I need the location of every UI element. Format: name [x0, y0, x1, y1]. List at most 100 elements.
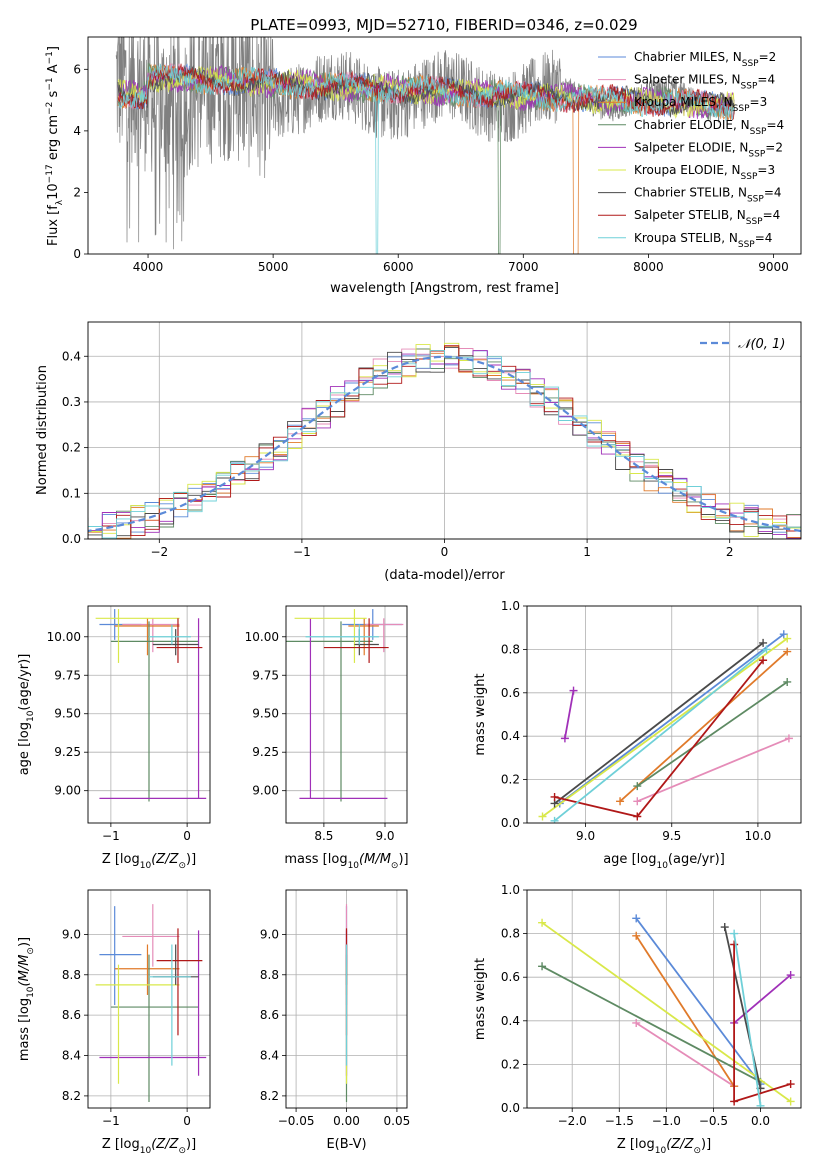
mass-weight-marker [783, 634, 792, 643]
y-tick-label: 1.0 [501, 599, 520, 613]
figure-title: PLATE=0993, MJD=52710, FIBERID=0346, z=0… [250, 16, 637, 34]
mass-weight-marker [550, 792, 559, 801]
mass-weight-marker [633, 797, 642, 806]
x-tick-label: 0 [441, 545, 449, 559]
axes-frame [87, 605, 211, 824]
model-spectrum-line [117, 65, 735, 118]
y-tick-label: 10.00 [47, 630, 81, 644]
mass-weight-line [564, 690, 575, 739]
y-tick-label: 8.4 [260, 1049, 279, 1063]
mass-weight-line [541, 921, 792, 1103]
mass-weight-marker [759, 656, 768, 665]
mass-weight-marker [759, 638, 768, 647]
x-axis-label: Z [log10(Z/Z⊙)] [617, 1137, 711, 1156]
y-axis-label: mass weight [473, 673, 488, 755]
x-axis-label: Z [log10(Z/Z⊙)] [102, 1137, 196, 1156]
mass-weight-marker [632, 931, 641, 940]
mass-weight-marker [550, 816, 559, 823]
y-tick-label: 8.8 [62, 968, 81, 982]
x-axis-label: mass [log10(M/M⊙)] [284, 852, 408, 871]
legend-entry: Kroupa STELIB, NSSP=4 [634, 231, 772, 250]
x-tick-label: 9.0 [576, 829, 595, 843]
x-tick-label: 0 [183, 1114, 191, 1128]
legend-entry: Chabrier ELODIE, NSSP=4 [634, 118, 784, 137]
mass-weight-marker [538, 962, 547, 971]
histogram-plot-area [88, 342, 801, 539]
y-tick-label: 9.0 [62, 927, 81, 941]
spectrum-legend: Chabrier MILES, NSSP=2 Salpeter MILES, NS… [598, 50, 784, 250]
mass-weight-line [733, 944, 791, 1103]
mass-weight-marker [538, 918, 547, 927]
y-tick-label: 9.25 [54, 745, 81, 759]
mass-weight-marker [560, 734, 569, 743]
mass-weight-marker [784, 734, 793, 743]
x-axis-label: E(B-V) [326, 1137, 366, 1152]
x-tick-label: 0 [183, 829, 191, 843]
y-tick-label: 0.8 [501, 642, 520, 656]
mass-weight-marker [720, 923, 729, 932]
mass-weight-vs-metallicity-panel: −2.0 −1.5 −1.0 −0.5 0.0 0.0 0.2 0.4 0.6 0.8 1.0 Z [… [473, 883, 802, 1156]
y-tick-label: 9.50 [54, 707, 81, 721]
y-tick-label: 8.6 [62, 1008, 81, 1022]
y-tick-label: 0.1 [62, 486, 81, 500]
y-axis-label: mass weight [473, 958, 488, 1040]
legend-entry: Kroupa ELODIE, NSSP=3 [634, 163, 775, 182]
x-axis-label: (data-model)/error [384, 568, 505, 583]
y-axis-label: Flux [fλ10−17 erg cm−2 s−1 A−1] [45, 46, 65, 246]
x-tick-label: −0.05 [278, 1114, 315, 1128]
mass-weight-line [554, 642, 764, 805]
y-tick-label: 8.4 [62, 1049, 81, 1063]
x-tick-label: 1 [583, 545, 591, 559]
residual-histogram [88, 349, 801, 539]
y-tick-label: 0.4 [501, 729, 520, 743]
axes-frame [285, 889, 408, 1109]
y-tick-label: 4 [73, 124, 81, 138]
x-tick-label: −1 [102, 1114, 120, 1128]
age-vs-mass-panel: 8.5 9.0 9.00 9.25 9.50 9.75 10.00 mass [log10(M… [245, 605, 409, 871]
mass-weight-marker [786, 1080, 795, 1089]
y-tick-label: 9.0 [260, 927, 279, 941]
y-axis-label: age [log10(age/yr)] [17, 654, 36, 776]
legend-entry: Kroupa MILES, NSSP=3 [634, 95, 767, 114]
legend-entry: Salpeter MILES, NSSP=4 [634, 73, 775, 92]
mass-weight-line [636, 681, 788, 787]
x-tick-label: 8000 [633, 260, 664, 274]
x-tick-label: −1.5 [605, 1114, 634, 1128]
y-tick-label: 0.2 [501, 773, 520, 787]
x-tick-label: 0.05 [384, 1114, 411, 1128]
spectrum-plot-area [115, 37, 735, 254]
age-vs-metallicity-panel: −1 0 9.00 9.25 9.50 9.75 10.00 Z [log10(Z/Z⊙)] a… [17, 605, 211, 871]
legend-entry: 𝒩(0, 1) [738, 337, 785, 352]
mass-weight-marker [538, 812, 547, 821]
y-tick-label: 8.2 [260, 1089, 279, 1103]
mass-weight-line [559, 633, 785, 805]
mass-weight-marker [616, 797, 625, 806]
errorbar-plot-area [286, 609, 404, 802]
y-tick-label: 0.4 [62, 349, 81, 363]
x-tick-label: 0.00 [333, 1114, 360, 1128]
mass-weight-marker [633, 812, 642, 821]
axes-frame [526, 889, 802, 1109]
x-tick-label: 4000 [133, 260, 164, 274]
y-tick-label: 10.00 [245, 630, 279, 644]
x-axis-label: wavelength [Angstrom, rest frame] [330, 281, 559, 296]
mass-weight-line [733, 933, 762, 1106]
mass-weight-marker [730, 940, 739, 949]
mass-weight-marker [783, 647, 792, 656]
model-spectrum-line [117, 64, 735, 119]
x-tick-label: 7000 [508, 260, 539, 274]
x-tick-label: 9000 [758, 260, 789, 274]
mass-weight-line [733, 974, 792, 1024]
x-axis-label: age [log10(age/yr)] [603, 852, 725, 871]
weight-plot-area [538, 914, 795, 1108]
residual-histogram-panel: −2 −1 0 1 2 0.0 0.1 0.2 0.3 0.4 𝒩(0, 1) (data-model… [35, 321, 802, 583]
x-tick-label: 2 [726, 545, 734, 559]
y-tick-label: 0.6 [501, 686, 520, 700]
y-tick-label: 9.50 [252, 707, 279, 721]
x-tick-label: 0.0 [751, 1114, 770, 1128]
model-spectrum-line [118, 62, 735, 254]
y-tick-label: 2 [73, 185, 81, 199]
model-spectrum-line [117, 63, 735, 121]
mass-vs-extinction-panel: −0.05 0.00 0.05 8.2 8.4 8.6 8.8 9.0 E(B-V) [260, 889, 411, 1152]
y-tick-label: 8.8 [260, 968, 279, 982]
